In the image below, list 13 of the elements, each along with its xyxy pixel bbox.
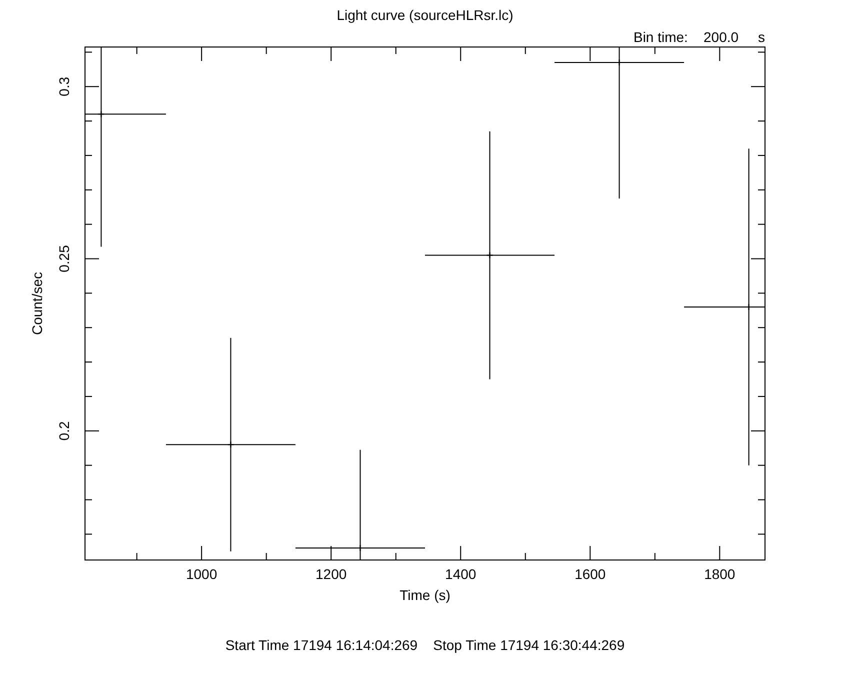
x-tick-label: 1200 <box>316 566 347 582</box>
text: Bin time: 200.0 s <box>633 29 765 45</box>
x-tick-label: 1800 <box>704 566 736 582</box>
text: Start Time 17194 16:14:04:269 Stop Time 17194 16:30:44:269 <box>225 637 625 653</box>
y-tick-label: 0.3 <box>56 76 72 96</box>
x-tick-label: 1600 <box>574 566 606 582</box>
chart-title: Light curve (sourceHLRsr.lc) <box>336 7 514 23</box>
y-axis-title: Count/sec <box>29 272 45 336</box>
x-tick-label: 1400 <box>445 566 476 582</box>
x-tick-label: 1000 <box>186 566 218 582</box>
y-tick-label: 0.2 <box>56 420 72 441</box>
x-axis-title: Time (s) <box>400 587 450 603</box>
y-tick-label: 0.25 <box>56 244 72 272</box>
